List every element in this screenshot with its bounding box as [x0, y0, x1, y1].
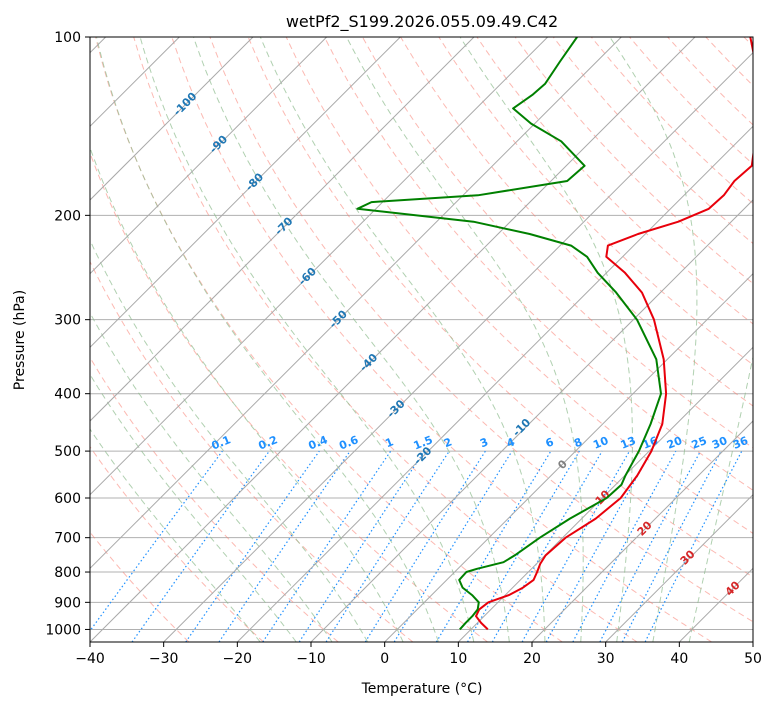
mixing-ratio-line [325, 450, 450, 642]
x-tick-label: 0 [380, 651, 389, 667]
mixing-ratio-line [572, 450, 677, 642]
isotherm-line [90, 37, 254, 201]
dry-adiabat-line [90, 356, 339, 642]
moist-adiabat-line [90, 146, 404, 642]
mixing-ratio-line [393, 450, 513, 642]
mixing-ratio-label: 25 [690, 434, 709, 452]
mixing-ratio-label: 1 [383, 435, 395, 450]
isotherm-line [90, 37, 549, 496]
mixing-ratio-label: 3 [478, 435, 490, 450]
mixing-ratio-line [90, 450, 223, 632]
plot-frame [89, 36, 754, 643]
dry-adiabat-line [514, 37, 753, 285]
mixing-ratio-label: 8 [572, 435, 584, 450]
moist-adiabat-line [609, 37, 698, 642]
moist-adiabat-line [259, 37, 546, 642]
y-tick-label: 800 [54, 565, 81, 581]
mixing-ratio-line [298, 450, 425, 642]
dry-adiabat-line [323, 37, 753, 491]
moist-adiabat-line [139, 37, 475, 642]
mixing-ratio-label: 10 [591, 434, 610, 452]
x-axis-ticks: −40 −30 −20 −10 0 10 20 30 40 50 [75, 642, 762, 667]
x-axis-label: Temperature (°C) [361, 681, 483, 697]
moist-adiabat-line [193, 37, 510, 642]
y-tick-label: 900 [54, 595, 81, 611]
mixing-ratio-line [521, 450, 631, 642]
dry-adiabat-line [209, 37, 753, 623]
moist-adiabat-line [459, 37, 633, 642]
mixing-ratio-line [185, 450, 320, 642]
y-axis-ticks: 1000 900 800 700 600 500 400 300 200 100 [45, 30, 90, 638]
moist-adiabat-line [90, 373, 297, 642]
x-tick-label: 30 [597, 651, 615, 667]
isotherm-line [531, 420, 753, 642]
y-tick-label: 100 [54, 30, 81, 46]
mixing-ratio-label: 2 [442, 435, 454, 450]
isotherm-line [163, 51, 753, 642]
moist-adiabats [90, 37, 753, 642]
isotherm-line [384, 272, 753, 642]
dry-adiabat-line [90, 260, 414, 642]
isotherm-line [457, 346, 753, 642]
dry-adiabat-line [90, 445, 264, 642]
y-tick-label: 200 [54, 208, 81, 224]
moist-adiabat-line [90, 311, 333, 642]
isotherm-line [310, 199, 753, 642]
moist-adiabat-line [346, 37, 584, 642]
mixing-ratio-line [545, 450, 653, 642]
mixing-ratio-label: 30 [710, 434, 729, 452]
isotherms [90, 37, 753, 642]
isotherm-line [90, 37, 475, 422]
x-tick-label: 10 [449, 651, 467, 667]
dry-adiabat-line [171, 37, 712, 642]
sounding-profiles [356, 37, 753, 631]
mixing-ratio-line [131, 450, 270, 642]
dry-adiabat-line [247, 37, 753, 578]
isotherm-line [236, 125, 753, 642]
y-tick-label: 700 [54, 531, 81, 547]
reference-line-labels: 0.1 0.2 0.4 0.6 1 1.5 2 3 4 6 8 10 13 16 20 25 30 36-100-… [171, 90, 751, 599]
dry-adiabat-line [133, 37, 638, 642]
dewpoint-profile-line [356, 37, 662, 631]
moist-adiabat-line [96, 37, 439, 642]
x-tick-label: −30 [149, 651, 179, 667]
x-tick-label: −10 [296, 651, 326, 667]
chart-title: wetPf2_S199.2026.055.09.49.C42 [286, 12, 558, 32]
moist-adiabat-line [90, 428, 261, 642]
dry-adiabat-line [476, 37, 753, 325]
mixing-ratio-label: 36 [731, 434, 750, 452]
isotherm-line [605, 493, 753, 642]
y-tick-label: 500 [54, 444, 81, 460]
y-tick-label: 1000 [45, 622, 81, 638]
y-tick-label: 300 [54, 313, 81, 329]
isotherm-line [90, 37, 696, 642]
moist-adiabat-line [90, 239, 369, 642]
x-tick-label: 50 [744, 651, 762, 667]
isotherm-line [90, 37, 401, 349]
moist-adiabat-line [688, 354, 753, 642]
temperature-profile-line [475, 37, 753, 631]
dry-adiabats [90, 37, 753, 642]
y-tick-label: 400 [54, 387, 81, 403]
x-tick-label: −20 [223, 651, 253, 667]
x-tick-label: −40 [75, 651, 105, 667]
y-tick-label: 600 [54, 491, 81, 507]
plot-area: 0.1 0.2 0.4 0.6 1 1.5 2 3 4 6 8 10 13 16 20 25 30 36-100-… [90, 37, 753, 642]
mixing-ratio-line [218, 450, 351, 642]
y-axis-label: Pressure (hPa) [12, 290, 28, 390]
dry-adiabat-line [95, 37, 563, 642]
mixing-ratio-label: 20 [665, 434, 684, 452]
isotherm-line [90, 37, 328, 275]
mixing-ratio-lines [90, 450, 743, 642]
dry-adiabat-line [285, 37, 753, 535]
isotherm-line [90, 37, 622, 570]
mixing-ratio-label: 16 [641, 434, 660, 452]
mixing-ratio-line [262, 450, 392, 642]
mixing-ratio-line [644, 450, 743, 642]
x-tick-label: 20 [523, 651, 541, 667]
x-tick-label: 40 [670, 651, 688, 667]
mixing-ratio-label: 13 [619, 434, 638, 452]
